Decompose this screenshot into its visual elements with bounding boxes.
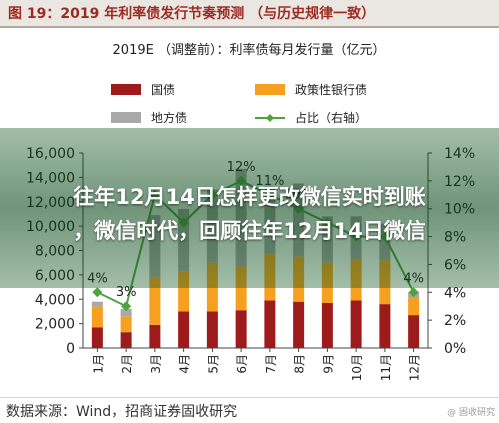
legend-swatch-1 — [111, 84, 141, 95]
watermark: @ 固收研究 — [447, 408, 495, 418]
bar-segment-2 — [408, 298, 420, 316]
ratio-point — [121, 301, 132, 312]
x-tick-label: 4月 — [178, 354, 192, 374]
left-tick-label: 4,000 — [35, 292, 75, 308]
legend-label-1: 国债 — [151, 83, 175, 97]
x-tick-label: 1月 — [91, 354, 105, 374]
legend-label-3: 地方债 — [151, 110, 187, 125]
legend-label-4: 占比（右轴） — [295, 110, 367, 125]
right-tick-label: 4% — [444, 285, 466, 301]
bar-segment-1 — [120, 332, 132, 348]
right-tick-label: 0% — [444, 341, 466, 357]
bar-segment-3 — [120, 309, 132, 317]
headline-overlay: 往年12月14日怎样更改微信实时到账 ，微信时代，回顾往年12月14日微信 — [0, 128, 499, 288]
left-tick-label: 2,000 — [35, 317, 75, 333]
overlay-headline-line-2: ，微信时代，回顾往年12月14日微信 — [73, 219, 426, 243]
bar-segment-1 — [206, 311, 218, 348]
bar-segment-2 — [120, 316, 132, 333]
bar-segment-2 — [178, 271, 190, 312]
x-tick-label: 12月 — [408, 354, 422, 381]
bar-segment-1 — [149, 324, 161, 348]
legend-swatch-2 — [255, 84, 285, 95]
bar-segment-2 — [149, 277, 161, 325]
ratio-point — [408, 287, 419, 298]
x-tick-label: 5月 — [206, 354, 220, 374]
ratio-point — [92, 287, 103, 298]
bar-segment-1 — [321, 302, 333, 348]
chart-title: 2019E （调整前）：利率债每月发行量（亿元） — [113, 42, 386, 58]
source-footer: 数据来源：Wind，招商证券固收研究 @ 固收研究 — [0, 397, 499, 423]
bar-segment-1 — [264, 300, 276, 348]
bar-segment-1 — [91, 327, 103, 348]
left-tick-label: 0 — [66, 341, 75, 357]
right-tick-label: 2% — [444, 313, 466, 329]
legend-label-2: 政策性银行债 — [295, 83, 367, 97]
bar-segment-1 — [178, 311, 190, 348]
figure-header: 图 19：2019 年利率债发行节奏预测 （与历史规律一致） — [0, 0, 499, 28]
legend-line-marker — [266, 114, 274, 122]
bar-segment-3 — [91, 301, 103, 307]
source-text: 数据来源：Wind，招商证券固收研究 — [6, 404, 238, 420]
bar-segment-1 — [235, 310, 247, 348]
x-tick-label: 6月 — [235, 354, 249, 374]
x-tick-label: 3月 — [149, 354, 163, 374]
x-tick-label: 2月 — [120, 354, 134, 374]
x-tick-label: 7月 — [264, 354, 278, 374]
figure-title: 图 19：2019 年利率债发行节奏预测 （与历史规律一致） — [8, 6, 376, 22]
ratio-data-label: 3% — [116, 285, 137, 300]
x-tick-label: 11月 — [379, 354, 393, 381]
overlay-headline-line-1: 往年12月14日怎样更改微信实时到账 — [73, 185, 426, 209]
x-tick-label: 8月 — [293, 354, 307, 374]
bar-segment-1 — [350, 300, 362, 348]
bar-segment-1 — [408, 315, 420, 348]
legend-swatch-3 — [111, 112, 141, 123]
bar-segment-1 — [379, 304, 391, 348]
x-tick-label: 10月 — [350, 354, 364, 381]
bar-segment-2 — [235, 266, 247, 311]
x-tick-label: 9月 — [321, 354, 335, 374]
bar-segment-1 — [293, 301, 305, 348]
bar-segment-2 — [91, 306, 103, 328]
